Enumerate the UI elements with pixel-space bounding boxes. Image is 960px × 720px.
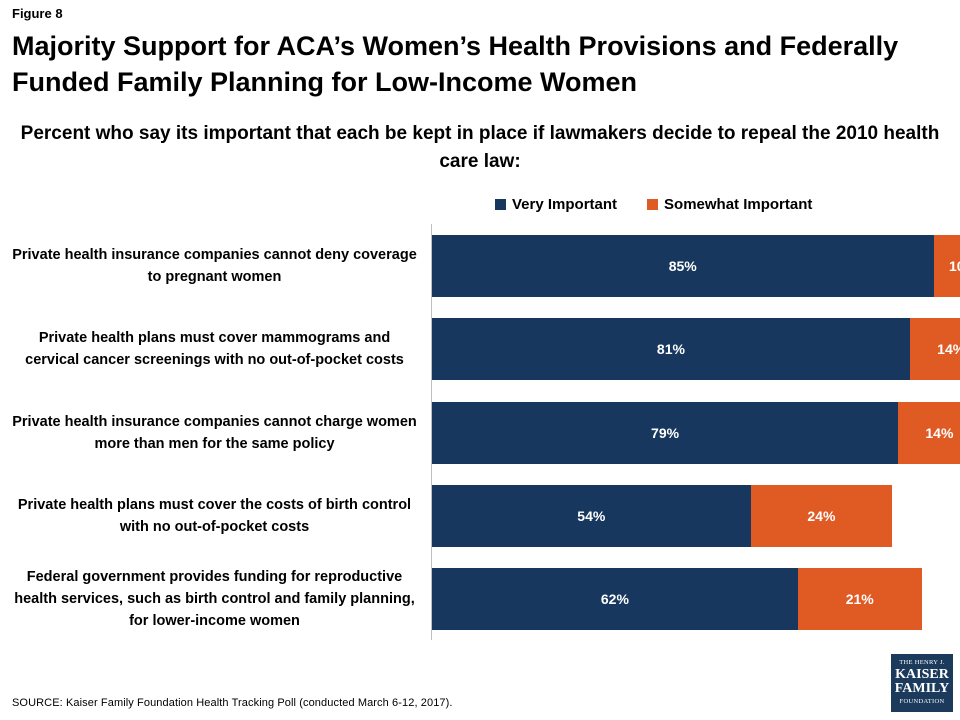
logo-line-4: FOUNDATION — [899, 698, 945, 705]
legend-swatch-somewhat-important — [647, 199, 659, 210]
data-label: 62% — [600, 591, 629, 607]
legend-swatch-very-important — [495, 199, 506, 210]
bar-very-important: 54% — [432, 485, 751, 547]
data-label: 14% — [937, 341, 960, 357]
data-label: 21% — [845, 591, 874, 607]
category-label: Federal government provides funding for … — [14, 569, 415, 629]
source-note: SOURCE: Kaiser Family Foundation Health … — [12, 697, 453, 709]
data-label: 79% — [651, 425, 680, 441]
category-label: Private health insurance companies canno… — [12, 247, 417, 285]
category-label: Private health insurance companies canno… — [12, 414, 417, 452]
kff-logo: THE HENRY J. KAISER FAMILY FOUNDATION — [891, 654, 953, 712]
figure-label: Figure 8 — [12, 6, 63, 21]
bar-somewhat-important: 14% — [898, 402, 960, 464]
chart-subtitle: Percent who say its important that each … — [20, 123, 940, 172]
logo-line-1: THE HENRY J. — [899, 659, 945, 666]
legend-item-very-important: Very Important — [495, 196, 617, 213]
data-label: 54% — [577, 508, 606, 524]
bar-somewhat-important: 14% — [909, 318, 960, 380]
logo-line-3: FAMILY — [894, 681, 950, 696]
data-label: 24% — [807, 508, 836, 524]
legend-item-somewhat-important: Somewhat Important — [647, 196, 812, 213]
legend: Very Important Somewhat Important — [495, 196, 842, 213]
data-label: 14% — [925, 425, 954, 441]
category-axis-line — [431, 224, 432, 640]
chart-title: Majority Support for ACA’s Women’s Healt… — [12, 31, 899, 97]
bar-very-important: 85% — [432, 235, 934, 297]
bar-very-important: 62% — [432, 568, 798, 630]
bar-very-important: 81% — [432, 318, 910, 380]
bar-somewhat-important: 21% — [797, 568, 922, 630]
data-label: 81% — [656, 341, 685, 357]
data-label: 85% — [668, 258, 697, 274]
bar-very-important: 79% — [432, 402, 899, 464]
logo-line-2: KAISER — [895, 667, 949, 682]
category-label: Private health plans must cover the cost… — [17, 497, 412, 535]
bar-somewhat-important: 10% — [933, 235, 960, 297]
bar-somewhat-important: 24% — [750, 485, 893, 547]
legend-label-somewhat-important: Somewhat Important — [664, 196, 813, 213]
legend-label-very-important: Very Important — [512, 196, 618, 213]
category-label: Private health plans must cover mammogra… — [25, 330, 404, 368]
data-label: 10% — [948, 258, 960, 274]
